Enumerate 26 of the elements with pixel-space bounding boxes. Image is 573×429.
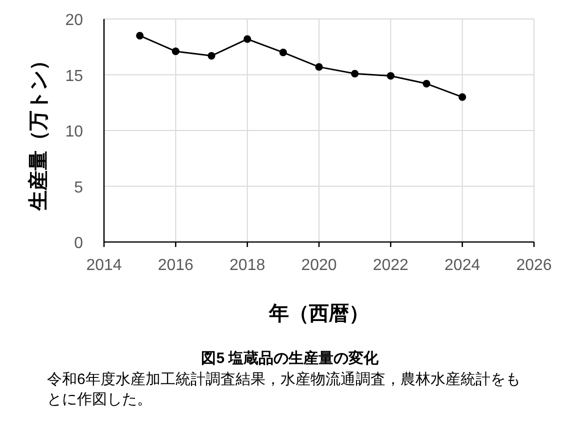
y-tick-label: 5 — [74, 179, 84, 196]
point — [172, 48, 180, 56]
y-tick-label: 20 — [65, 12, 84, 29]
x-tick-label: 2020 — [301, 257, 337, 274]
point — [279, 48, 287, 56]
x-tick-label: 2026 — [516, 257, 552, 274]
y-tick-label: 0 — [74, 235, 84, 252]
y-tick-label: 10 — [65, 124, 84, 140]
point — [386, 72, 394, 80]
point — [244, 35, 252, 43]
y-tick-label: 15 — [65, 68, 84, 85]
y-axis-title: 生産量（万トン） — [27, 50, 50, 212]
point — [315, 63, 323, 71]
point — [458, 93, 466, 101]
x-tick-label: 2024 — [444, 257, 480, 274]
point — [422, 80, 430, 88]
x-tick-label: 2014 — [86, 257, 122, 274]
text: 令和6年度水産加工統計調査結果，水産物流通調査，農林水産統計をもとに作図した。 — [47, 370, 522, 410]
x-axis-title: 年（西暦） — [268, 303, 369, 325]
point — [136, 32, 144, 40]
point — [351, 70, 359, 78]
x-tick-label: 2016 — [158, 257, 194, 274]
x-tick-label: 2022 — [372, 257, 409, 274]
text: 図5 塩蔵品の生産量の変化 — [201, 349, 380, 367]
point — [208, 52, 216, 60]
x-tick-label: 2018 — [230, 257, 266, 274]
